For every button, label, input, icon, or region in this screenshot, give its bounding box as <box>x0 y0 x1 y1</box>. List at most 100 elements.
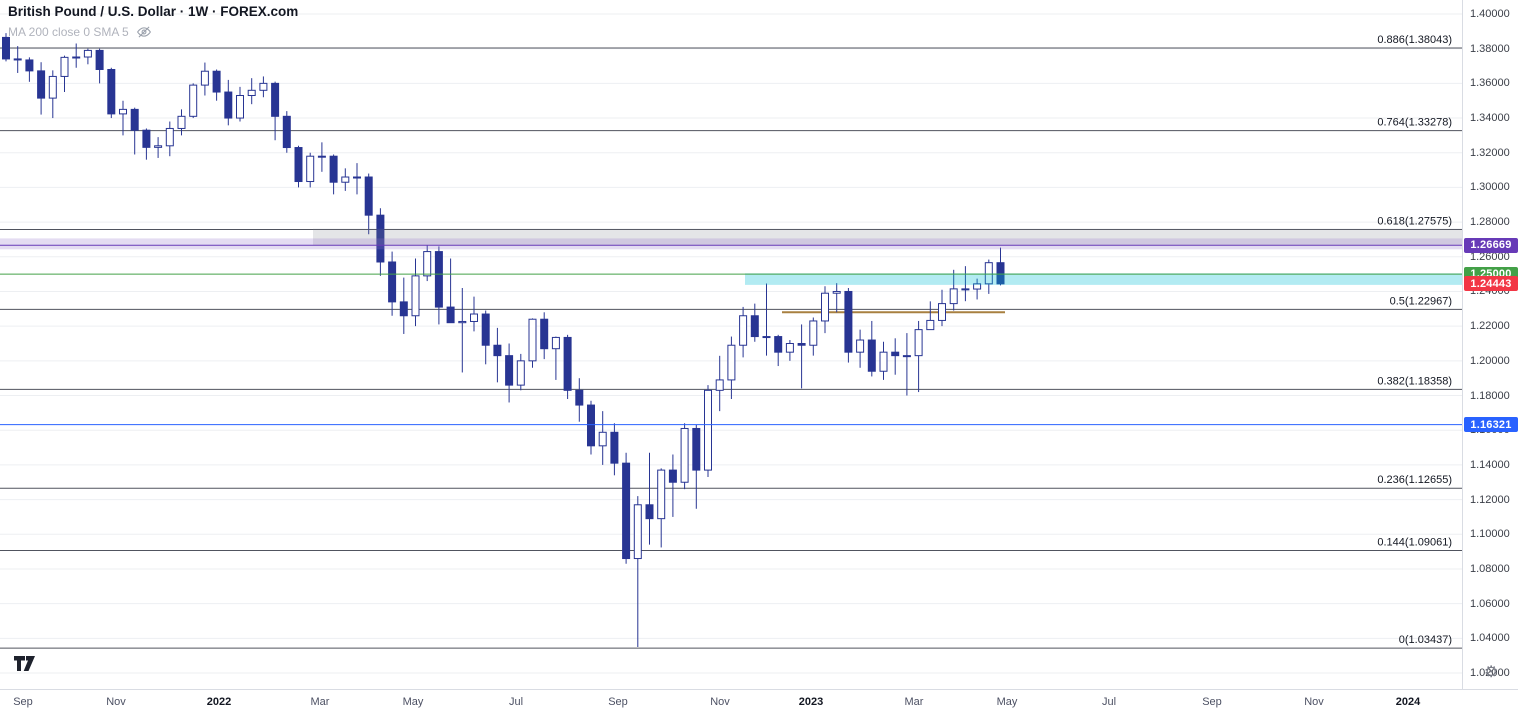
y-axis-tick: 1.10000 <box>1470 528 1510 541</box>
candle-body <box>212 70 221 93</box>
candle-body <box>739 315 748 346</box>
candle-body <box>996 262 1005 285</box>
x-axis-month-label: Nov <box>710 696 730 708</box>
support-band-cyan[interactable] <box>745 273 1462 285</box>
resistance-zone-gray[interactable] <box>313 228 1462 246</box>
x-axis-month-label: Sep <box>1202 696 1222 708</box>
candle-body <box>774 336 783 353</box>
candle-body <box>961 288 970 291</box>
candle-body <box>154 145 163 148</box>
candle-body <box>399 301 408 317</box>
candle-body <box>341 176 350 183</box>
candle-body <box>704 389 712 471</box>
candle-body <box>142 129 151 148</box>
candle-body <box>528 318 537 362</box>
candle-body <box>844 290 853 353</box>
candle-body <box>306 155 315 183</box>
x-axis-month-label: May <box>402 696 424 708</box>
candle-body <box>750 315 759 338</box>
candle-body <box>516 360 525 386</box>
candle-body <box>505 355 514 386</box>
candle-body <box>364 176 373 216</box>
y-axis-tick: 1.38000 <box>1470 42 1510 55</box>
tradingview-logo[interactable] <box>14 656 36 676</box>
time-axis[interactable]: Sep Nov 2022 Mar May Jul Sep Nov 2023 Mar May Jul Se… <box>0 689 1518 715</box>
candle-body <box>60 56 69 77</box>
candle-body <box>832 290 841 294</box>
candle-body <box>83 49 92 58</box>
x-axis-month-label: Jul <box>508 696 524 708</box>
candle-body <box>867 339 876 372</box>
candle-body <box>2 36 10 60</box>
price-line-badge[interactable]: 1.26669 <box>1464 237 1518 253</box>
candle-body <box>165 127 174 147</box>
x-axis-month-label: Sep <box>608 696 628 708</box>
x-axis-month-label: Nov <box>106 696 126 708</box>
candle-body <box>388 261 397 303</box>
y-axis-tick: 1.32000 <box>1470 146 1510 159</box>
y-axis-tick: 1.34000 <box>1470 112 1510 125</box>
candle-body <box>458 320 467 324</box>
y-axis-tick: 1.18000 <box>1470 389 1510 402</box>
y-axis-tick: 1.12000 <box>1470 493 1510 506</box>
x-axis-year-label: 2024 <box>1395 696 1421 708</box>
candle-body <box>809 320 818 346</box>
candle-body <box>200 70 209 86</box>
y-axis-tick: 1.20000 <box>1470 354 1510 367</box>
candle-body <box>353 176 361 179</box>
candle-body <box>247 89 256 97</box>
candle-body <box>856 339 865 353</box>
eye-hidden-icon[interactable] <box>136 25 152 39</box>
fib-level-label: 0.764(1.33278) <box>1377 117 1452 129</box>
candle-body <box>785 343 794 353</box>
x-axis-year-label: 2022 <box>206 696 232 708</box>
fib-level-label: 0.618(1.27575) <box>1377 215 1452 227</box>
resistance-band-purple[interactable] <box>0 238 1462 250</box>
chart-legend: British Pound / U.S. Dollar · 1W · FOREX… <box>8 4 298 39</box>
x-axis-year-label: 2023 <box>798 696 824 708</box>
candle-body <box>189 84 198 117</box>
x-axis-month-label: Mar <box>904 696 924 708</box>
candle-body <box>587 404 595 447</box>
fib-level-label: 0.236(1.12655) <box>1377 474 1452 486</box>
candle-body <box>797 343 806 346</box>
price-line-badge[interactable]: 1.16321 <box>1464 417 1518 433</box>
x-axis-month-label: Nov <box>1304 696 1324 708</box>
chart-plot-area[interactable]: 0.886(1.38043) 0.764(1.33278) 0.618(1.2757… <box>0 0 1462 689</box>
candle-body <box>692 427 701 471</box>
candle-body <box>926 319 935 331</box>
candle-body <box>540 318 549 350</box>
candle-body <box>423 251 432 277</box>
candle-body <box>973 283 982 290</box>
y-axis-tick: 1.26000 <box>1470 250 1510 263</box>
price-axis[interactable]: 1.40000 1.38000 1.36000 1.34000 1.32000 1.300… <box>1462 0 1518 689</box>
candle-body <box>282 115 291 149</box>
candle-body <box>119 108 127 115</box>
candle-body <box>271 82 280 117</box>
symbol-title[interactable]: British Pound / U.S. Dollar · 1W · FOREX… <box>8 4 299 19</box>
candle-body <box>470 313 478 322</box>
price-chart-svg[interactable]: 0.886(1.38043) 0.764(1.33278) 0.618(1.2757… <box>0 0 1462 689</box>
candle-body <box>715 379 724 391</box>
y-axis-tick: 1.22000 <box>1470 320 1510 333</box>
candle-body <box>902 355 911 358</box>
x-axis-month-label: Jul <box>1101 696 1117 708</box>
candle-body <box>95 49 104 70</box>
x-axis-month-label: Mar <box>310 696 330 708</box>
candle-body <box>633 504 642 560</box>
candle-body <box>481 313 490 346</box>
candle-body <box>259 82 268 91</box>
candle-body <box>645 504 654 520</box>
y-axis-tick: 1.04000 <box>1470 632 1510 645</box>
price-line-badge[interactable]: 1.24443 <box>1464 276 1518 292</box>
indicator-label: MA 200 close 0 SMA 5 <box>8 25 129 39</box>
y-axis-tick: 1.28000 <box>1470 216 1510 229</box>
y-axis-tick: 1.06000 <box>1470 597 1510 610</box>
candle-body <box>914 329 923 357</box>
indicator-legend[interactable]: MA 200 close 0 SMA 5 <box>8 25 298 39</box>
chart-settings-gear-icon[interactable]: ⚙ <box>1484 664 1499 681</box>
fib-level-label: 0.886(1.38043) <box>1377 34 1452 46</box>
candle-body <box>938 303 946 321</box>
candle-body <box>949 288 958 305</box>
